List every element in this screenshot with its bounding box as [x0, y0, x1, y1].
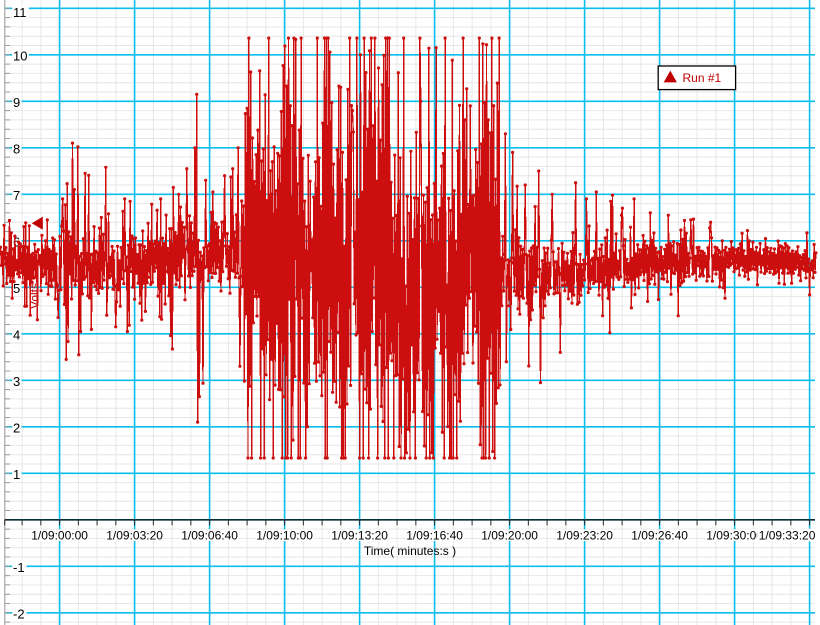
svg-text:1/09:33:20: 1/09:33:20	[759, 528, 816, 542]
svg-text:1/09:06:40: 1/09:06:40	[181, 528, 238, 542]
svg-text:11: 11	[13, 5, 27, 20]
svg-text:1/09:30:00: 1/09:30:00	[706, 528, 763, 542]
svg-text:-1: -1	[13, 560, 25, 575]
svg-text:1/09:26:40: 1/09:26:40	[631, 528, 688, 542]
svg-text:3: 3	[13, 374, 20, 389]
svg-text:1/09:16:40: 1/09:16:40	[406, 528, 463, 542]
svg-text:Time( minutes:s ): Time( minutes:s )	[364, 544, 456, 558]
svg-text:4: 4	[13, 328, 20, 343]
svg-text:7: 7	[13, 188, 20, 203]
svg-text:1: 1	[13, 467, 20, 482]
svg-text:1/09:10:00: 1/09:10:00	[256, 528, 313, 542]
svg-text:5: 5	[13, 281, 20, 296]
svg-text:8: 8	[13, 142, 20, 157]
svg-text:1/09:20:00: 1/09:20:00	[481, 528, 538, 542]
svg-text:Run #1: Run #1	[683, 71, 722, 85]
svg-text:1/09:13:20: 1/09:13:20	[331, 528, 388, 542]
svg-text:1/09:23:20: 1/09:23:20	[556, 528, 613, 542]
svg-text:-2: -2	[13, 607, 25, 622]
svg-text:10: 10	[13, 49, 27, 64]
svg-text:6: 6	[13, 235, 20, 250]
svg-text:2: 2	[13, 421, 20, 436]
svg-text:9: 9	[13, 95, 20, 110]
svg-text:1/09:00:00: 1/09:00:00	[31, 528, 88, 542]
svg-text:1/09:03:20: 1/09:03:20	[106, 528, 163, 542]
